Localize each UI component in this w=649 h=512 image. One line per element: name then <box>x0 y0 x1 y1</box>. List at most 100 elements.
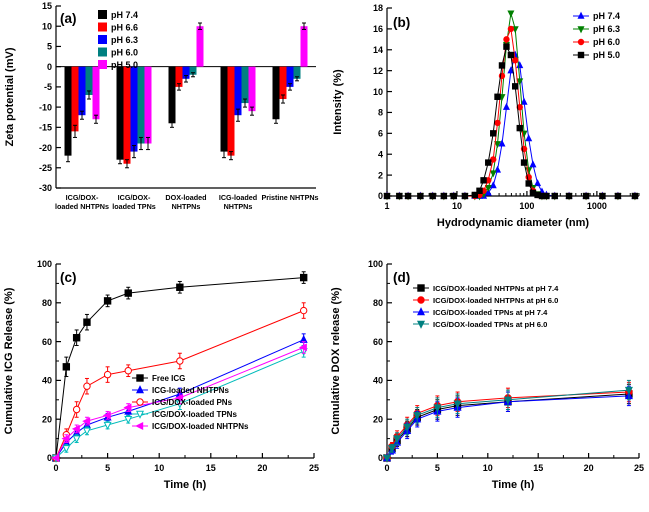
svg-text:20: 20 <box>42 414 52 424</box>
svg-text:0: 0 <box>378 453 383 463</box>
svg-text:5: 5 <box>105 463 110 473</box>
legend-label: pH 5.0 <box>593 50 620 60</box>
svg-text:-15: -15 <box>39 123 52 133</box>
legend-label: pH 5.0 <box>111 60 138 70</box>
category-label: ICG-loaded <box>219 193 257 202</box>
svg-text:40: 40 <box>42 376 52 386</box>
svg-text:1000: 1000 <box>587 201 607 211</box>
svg-text:6: 6 <box>378 129 383 139</box>
svg-text:-25: -25 <box>39 163 52 173</box>
svg-text:10: 10 <box>373 87 383 97</box>
svg-text:18: 18 <box>373 3 383 13</box>
svg-text:5: 5 <box>47 42 52 52</box>
bar-series-ph-6-3 <box>78 66 294 159</box>
legend: Free ICG ICG-loaded NHTPNs ICG/DOX-loaded … <box>132 374 249 431</box>
bar-series-ph-6-6 <box>71 66 287 169</box>
svg-text:12: 12 <box>373 66 383 76</box>
svg-text:0: 0 <box>47 453 52 463</box>
y-axis-title: Zeta potential (mV) <box>4 47 16 146</box>
category-label: NHTPNs <box>224 202 253 211</box>
legend-label: ICG-loaded NHTPNs <box>152 386 229 395</box>
series-ph-5-0 <box>383 43 639 200</box>
svg-text:1: 1 <box>384 201 389 211</box>
legend-label: pH 6.0 <box>593 37 620 47</box>
svg-text:16: 16 <box>373 24 383 34</box>
svg-text:-20: -20 <box>39 143 52 153</box>
svg-text:10: 10 <box>42 21 52 31</box>
legend-swatch <box>98 60 107 69</box>
svg-text:100: 100 <box>519 201 534 211</box>
legend-label: pH 6.6 <box>111 23 138 33</box>
svg-text:0: 0 <box>47 62 52 72</box>
legend-label: ICG/DOX-loaded NHTPNs <box>152 422 249 431</box>
svg-text:60: 60 <box>42 337 52 347</box>
series-free-icg <box>52 271 308 462</box>
legend-label: pH 6.3 <box>111 35 138 45</box>
svg-text:20: 20 <box>257 463 267 473</box>
legend-label: ICG/DOX-loaded NHTPNs at pH 6.0 <box>433 296 558 305</box>
legend-label: ICG/DOX-loaded TPNs <box>152 410 237 419</box>
svg-text:60: 60 <box>373 337 383 347</box>
legend-label: pH 7.4 <box>111 10 138 20</box>
x-axis-title: Time (h) <box>164 479 207 491</box>
legend-swatch <box>98 22 107 32</box>
svg-text:15: 15 <box>533 463 543 473</box>
bar-series-ph-5-0 <box>92 22 308 151</box>
panel-d-dox-release-chart: 0 20 40 60 80 100 Cumulative DOX release (%) (d… <box>330 259 644 491</box>
plot-d: 0 20 40 60 80 100 Cumulative DOX release (%) (d… <box>330 259 644 491</box>
category-label: NHTPNs <box>172 202 201 211</box>
legend-swatch <box>98 35 107 44</box>
series-icg-dox-loaded-pns <box>52 302 308 462</box>
svg-text:25: 25 <box>634 463 644 473</box>
category-label: ICG/DOX- <box>118 193 151 202</box>
svg-text:100: 100 <box>368 259 383 269</box>
series-icg-dox-loaded-nhtpns <box>51 341 307 463</box>
legend-label: pH 7.4 <box>593 11 620 21</box>
category-label: loaded NHTPNs <box>55 202 109 211</box>
svg-text:5: 5 <box>435 463 440 473</box>
x-axis-title: Hydrodynamic diameter (nm) <box>437 217 590 229</box>
y-axis-title: Intensity (%) <box>332 69 344 135</box>
legend-label: ICG/DOX-loaded PNs <box>152 398 233 407</box>
y-axis-title: Cumulative ICG Release (%) <box>3 287 15 434</box>
panel-c-icg-release-chart: 0 20 40 60 80 100 Cumulative ICG Release (%) (c… <box>3 259 319 491</box>
panel-label: (a) <box>60 11 77 26</box>
svg-text:2: 2 <box>378 170 383 180</box>
svg-text:0: 0 <box>378 191 383 201</box>
legend-label: pH 6.3 <box>593 24 620 34</box>
svg-text:-5: -5 <box>44 82 52 92</box>
panel-label: (d) <box>393 270 410 285</box>
category-label: ICG/DOX- <box>66 193 99 202</box>
panel-label: (b) <box>393 15 410 30</box>
svg-text:15: 15 <box>206 463 216 473</box>
panel-label: (c) <box>60 270 77 285</box>
svg-text:10: 10 <box>154 463 164 473</box>
legend-label: ICG/DOX-loaded TPNs at pH 6.0 <box>433 320 547 329</box>
category-label: Pristine NHTPNs <box>261 193 318 202</box>
category-label: loaded TPNs <box>112 202 156 211</box>
category-label: DOX-loaded <box>165 193 206 202</box>
legend: pH 7.4 pH 6.6 pH 6.3 pH 6.0 pH 5.0 <box>98 10 138 70</box>
series-icg-dox-loaded-tpns-at-ph-6-0 <box>382 379 633 463</box>
svg-text:20: 20 <box>373 414 383 424</box>
y-axis-title: Cumulative DOX release (%) <box>330 287 342 435</box>
svg-text:100: 100 <box>37 259 52 269</box>
bar-series-ph-7-4 <box>64 66 280 165</box>
svg-text:40: 40 <box>373 376 383 386</box>
legend-swatch <box>98 47 107 57</box>
svg-text:-30: -30 <box>39 183 52 193</box>
svg-text:25: 25 <box>309 463 319 473</box>
panel-b-size-distribution-chart: 0 2 4 6 8 10 12 14 16 18 Intensity (%) (b) 1 10 100 100… <box>332 3 640 229</box>
svg-text:20: 20 <box>584 463 594 473</box>
svg-text:80: 80 <box>373 298 383 308</box>
legend-label: ICG/DOX-loaded TPNs at pH 7.4 <box>433 308 548 317</box>
legend-swatch <box>98 10 107 19</box>
x-axis-title: Time (h) <box>492 479 535 491</box>
svg-text:80: 80 <box>42 298 52 308</box>
svg-text:15: 15 <box>42 1 52 11</box>
svg-text:0: 0 <box>384 463 389 473</box>
legend: pH 7.4 pH 6.3 pH 6.0 pH 5.0 <box>573 11 620 60</box>
legend-label: ICG/DOX-loaded NHTPNs at pH 7.4 <box>433 284 559 293</box>
plot-a: -30 -25 -20 -15 -10 -5 0 5 10 15 Zeta potential (m… <box>4 1 319 211</box>
